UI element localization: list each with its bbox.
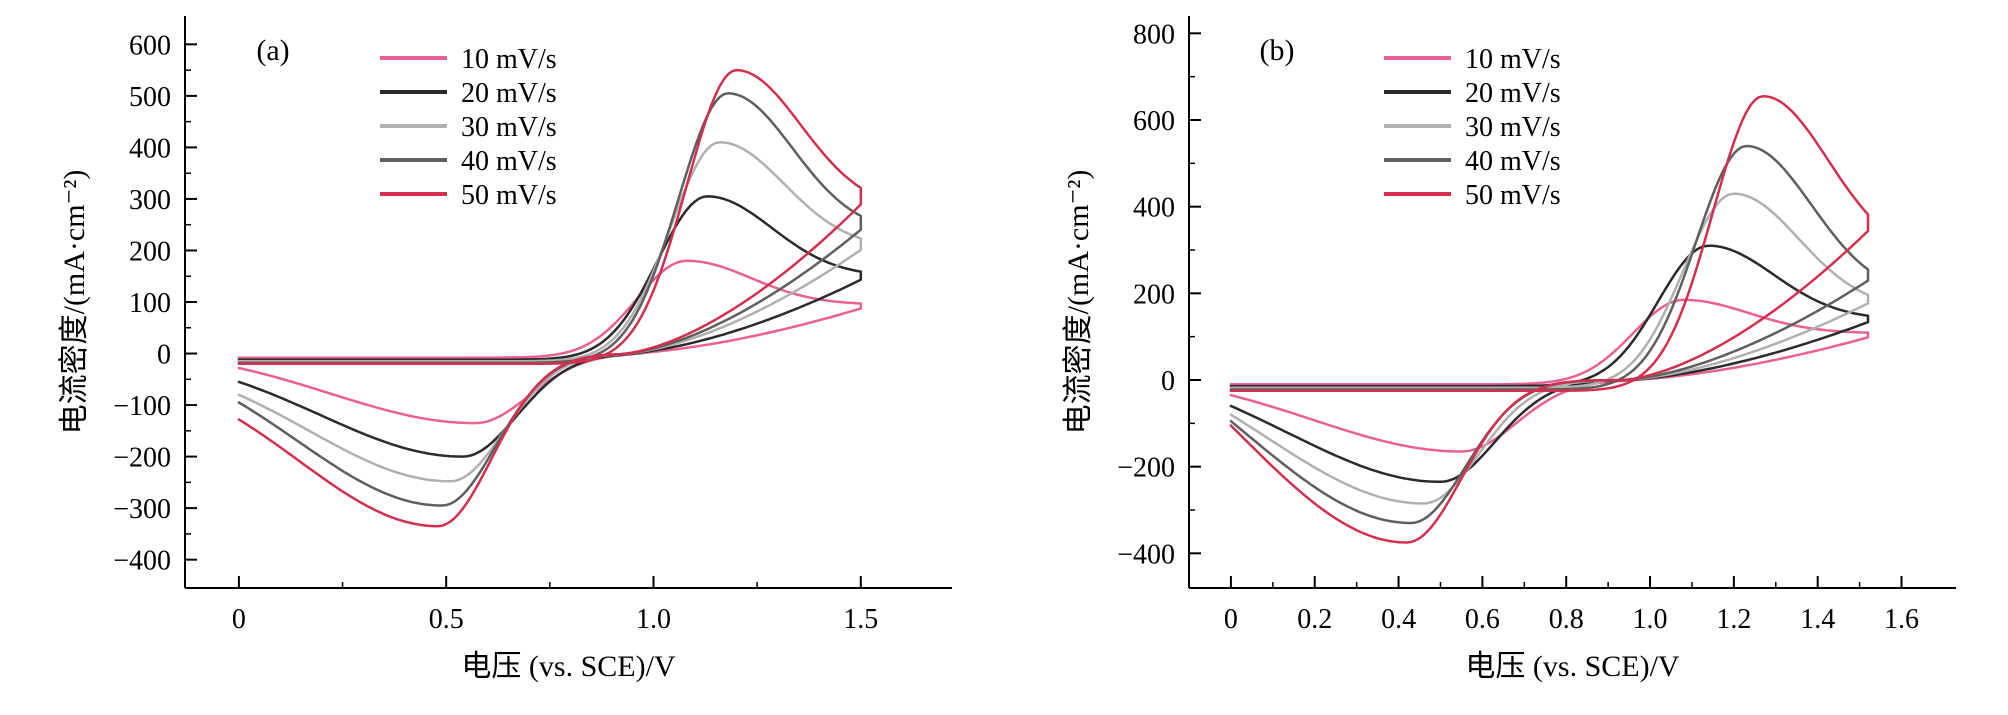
y-tick-label: 800 [1133,19,1175,50]
y-tick-label: −400 [113,546,171,577]
x-tick-label: 0.8 [1549,604,1584,635]
legend-label: 50 mV/s [1465,180,1561,211]
cv-chart-svg: 0 0.2 0.4 0.6 0.8 1.0 1.2 1.4 1.6 −400 −200 0 200 400… [1062,16,1956,683]
legend-item: 50 mV/s [380,180,557,211]
y-tick-label: −300 [113,494,171,525]
cv-curve-20mvs [1229,244,1870,484]
x-tick-label: 0 [232,604,246,635]
y-axis-title: 电流密度/(mA·cm⁻²) [58,170,91,435]
x-tick-label: 0.4 [1381,604,1416,635]
legend-item: 40 mV/s [380,146,557,177]
x-tick-label: 1.2 [1716,604,1751,635]
chart-panel-a: 0 0.5 1.0 1.5 −400 −300 −200 −100 0 100 200 300 400 5… [58,16,952,683]
x-tick-label: 1.0 [1633,604,1668,635]
legend-item: 20 mV/s [380,78,557,109]
cv-chart-svg: 0 0.5 1.0 1.5 −400 −300 −200 −100 0 100 200 300 400 5… [58,16,952,683]
legend-item: 30 mV/s [380,112,557,143]
y-tick-label: 400 [1133,193,1175,224]
legend-label: 50 mV/s [461,180,557,211]
x-axis-title: 电压 (vs. SCE)/V [1465,650,1680,683]
cv-curve-40mvs [1229,144,1870,525]
legend-label: 30 mV/s [461,112,557,143]
y-tick-label: 100 [129,288,171,319]
legend-item: 30 mV/s [1384,112,1561,143]
y-tick-label: −100 [113,391,171,422]
panel-label: (a) [256,34,289,67]
legend-item: 20 mV/s [1384,78,1561,109]
cv-curve-10mvs [1229,298,1870,453]
x-tick-label: 1.6 [1884,604,1919,635]
x-tick-label: 0.6 [1465,604,1500,635]
x-tick-label: 0 [1224,604,1238,635]
legend-label: 40 mV/s [1465,146,1561,177]
cv-curve-50mvs [1229,94,1870,544]
x-axis-title: 电压 (vs. SCE)/V [461,650,676,683]
y-tick-label: 300 [129,185,171,216]
y-tick-label: 200 [1133,279,1175,310]
x-tick-label: 1.4 [1800,604,1835,635]
y-tick-label: −200 [113,443,171,474]
legend-label: 30 mV/s [1465,112,1561,143]
legend-label: 20 mV/s [1465,78,1561,109]
legend-label: 10 mV/s [1465,44,1561,75]
legend: 10 mV/s20 mV/s30 mV/s40 mV/s50 mV/s [1384,44,1561,211]
legend-label: 20 mV/s [461,78,557,109]
x-tick-label: 1.0 [636,604,671,635]
legend-item: 50 mV/s [1384,180,1561,211]
x-tick-label: 1.5 [843,604,878,635]
legend-item: 10 mV/s [1384,44,1561,75]
y-tick-label: 200 [129,236,171,267]
legend-item: 10 mV/s [380,44,557,75]
legend-label: 40 mV/s [461,146,557,177]
y-tick-label: 600 [129,30,171,61]
cv-curve-30mvs [1229,192,1870,505]
y-tick-label: 400 [129,133,171,164]
y-tick-label: −400 [1117,539,1175,570]
cv-curve-50mvs [237,68,863,528]
y-tick-label: −200 [1117,453,1175,484]
y-tick-label: 600 [1133,106,1175,137]
chart-panel-b: 0 0.2 0.4 0.6 0.8 1.0 1.2 1.4 1.6 −400 −200 0 200 400… [1004,0,2008,715]
y-tick-label: 0 [1161,366,1175,397]
y-tick-label: 0 [157,340,171,371]
legend: 10 mV/s20 mV/s30 mV/s40 mV/s50 mV/s [380,44,557,211]
cv-curve-30mvs [237,141,863,483]
y-axis-title: 电流密度/(mA·cm⁻²) [1062,170,1095,435]
legend-item: 40 mV/s [1384,146,1561,177]
panel-label: (b) [1260,34,1295,67]
y-tick-label: 500 [129,82,171,113]
cv-curve-10mvs [237,259,863,425]
x-tick-label: 0.5 [429,604,464,635]
x-tick-label: 0.2 [1297,604,1332,635]
cv-curve-20mvs [237,195,863,458]
legend-label: 10 mV/s [461,44,557,75]
